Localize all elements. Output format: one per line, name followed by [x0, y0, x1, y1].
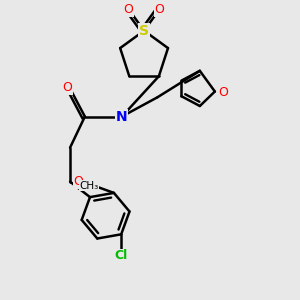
Text: Cl: Cl: [115, 249, 128, 262]
Text: O: O: [74, 175, 83, 188]
Text: S: S: [139, 24, 149, 38]
Text: O: O: [62, 81, 72, 94]
Text: N: N: [116, 110, 128, 124]
Text: O: O: [154, 3, 164, 16]
Text: O: O: [124, 3, 134, 16]
Text: O: O: [218, 86, 228, 100]
Text: CH₃: CH₃: [80, 181, 99, 190]
